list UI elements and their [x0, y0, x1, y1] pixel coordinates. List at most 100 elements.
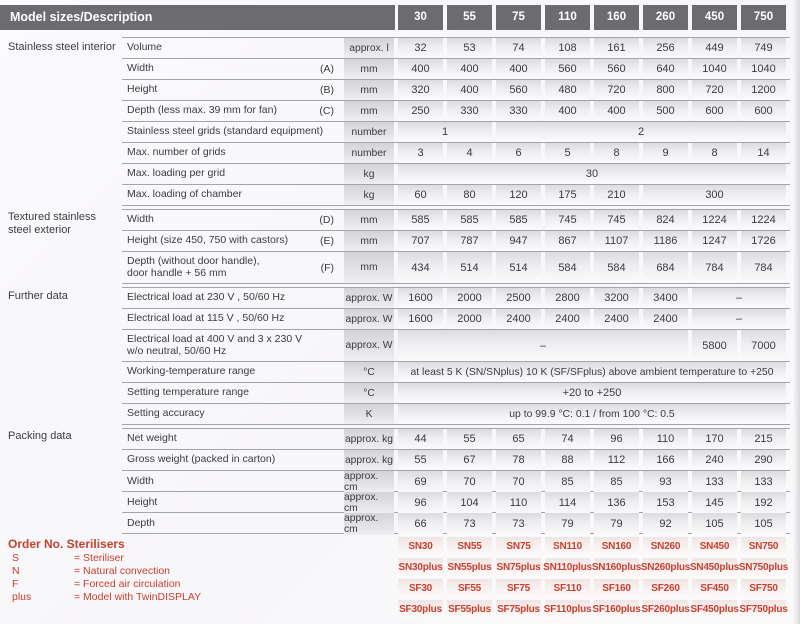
- unit-cell: mm: [344, 59, 394, 79]
- table-row: Width approx. cm 69 70 70 85 85 93 133 133: [122, 471, 790, 493]
- row-label-cell: Electrical load at 400 V and 3 x 230 V w…: [122, 330, 340, 361]
- row-label: Net weight: [127, 432, 177, 445]
- unit-cell: °C: [344, 383, 394, 403]
- value-cell: +20 to +250: [398, 383, 786, 403]
- value-cell: 300: [643, 185, 786, 205]
- order-number-cell: SN160plus: [592, 558, 641, 577]
- value-cell: 947: [496, 231, 541, 251]
- unit-cell: approx. kg: [344, 429, 394, 449]
- value-cell: 96: [398, 492, 443, 514]
- model-column-header: 750: [741, 5, 786, 30]
- value-cell: 400: [447, 59, 492, 79]
- row-label-cell: Volume: [122, 38, 340, 58]
- value-cell: 400: [496, 59, 541, 79]
- order-number-cell: SN30plus: [398, 558, 443, 577]
- value-cell: 8: [692, 143, 737, 163]
- order-number-cell: SF160: [594, 579, 639, 598]
- row-label-cell: Electrical load at 115 V , 50/60 Hz: [122, 309, 340, 329]
- model-column-header: 450: [692, 5, 737, 30]
- value-cell: 74: [545, 429, 590, 449]
- row-label: Setting temperature range: [127, 386, 249, 399]
- row-label: Height: [127, 83, 158, 96]
- table-row: Electrical load at 230 V , 50/60 Hz appro…: [122, 288, 790, 309]
- unit-cell: approx. W: [344, 288, 394, 308]
- order-number-cell: SF55: [447, 579, 492, 598]
- value-cell: 175: [545, 185, 590, 205]
- value-cell: 560: [496, 80, 541, 100]
- value-cell: 114: [545, 492, 590, 514]
- table-row: Max. loading of chamber kg 60 80 120 175 210 30…: [122, 185, 790, 206]
- value-cell: 70: [496, 471, 541, 493]
- row-label: Max. number of grids: [127, 146, 226, 159]
- order-number-cell: SN750plus: [739, 558, 788, 577]
- value-cell: 600: [741, 101, 786, 121]
- order-number-cell: SF260: [643, 579, 688, 598]
- value-cell: up to 99.9 °C: 0.1 / from 100 °C: 0.5: [398, 404, 786, 424]
- section-label: Stainless steel interior: [8, 41, 116, 53]
- model-column-header: 260: [643, 5, 688, 30]
- value-cell: 330: [447, 101, 492, 121]
- table-row: Width (D) mm 585 585 585 745 745 824 1224 1224: [122, 210, 790, 231]
- unit-cell: mm: [344, 101, 394, 121]
- row-label-cell: Working-temperature range: [122, 362, 340, 382]
- unit-cell: mm: [344, 231, 394, 251]
- order-number-cell: SF30: [398, 579, 443, 598]
- value-cell: 500: [643, 101, 688, 121]
- value-cell: 5800: [692, 330, 737, 361]
- value-cell: 2400: [496, 309, 541, 329]
- order-number-cell: SN30: [398, 537, 443, 556]
- value-cell: 2: [496, 122, 786, 142]
- value-cell: 112: [594, 450, 639, 470]
- legend-desc: = Forced air circulation: [74, 578, 181, 590]
- model-column-header: 30: [398, 5, 443, 30]
- order-number-cell: SF750plus: [739, 600, 788, 619]
- order-legend: S = Steriliser N = Natural convection F = For…: [12, 552, 201, 604]
- value-cell: 104: [447, 492, 492, 514]
- value-cell: 585: [447, 210, 492, 230]
- legend-line: plus = Model with TwinDISPLAY: [12, 591, 201, 604]
- value-cell: 215: [741, 429, 786, 449]
- row-label: Max. loading per grid: [127, 167, 226, 180]
- value-cell: 1726: [741, 231, 786, 251]
- unit-cell: approx. cm: [344, 513, 394, 535]
- legend-key: S: [12, 552, 20, 564]
- value-cell: 170: [692, 429, 737, 449]
- value-cell: 85: [594, 471, 639, 493]
- unit-cell: approx. l: [344, 38, 394, 58]
- row-label-cell: Net weight: [122, 429, 340, 449]
- row-label-cell: Max. loading per grid: [122, 164, 340, 184]
- dimension-letter: (A): [320, 63, 334, 75]
- order-number-cell: SN75plus: [496, 558, 541, 577]
- value-cell: 824: [643, 210, 688, 230]
- value-cell: 73: [447, 513, 492, 535]
- value-cell: 560: [594, 59, 639, 79]
- section-label: Packing data: [8, 430, 72, 442]
- value-cell: 256: [643, 38, 688, 58]
- order-number-cell: SN260: [643, 537, 688, 556]
- row-label-cell: Electrical load at 230 V , 50/60 Hz: [122, 288, 340, 308]
- value-cell: 88: [545, 450, 590, 470]
- row-label: Volume: [127, 41, 163, 54]
- model-column-header: 160: [594, 5, 639, 30]
- value-cell: 784: [692, 252, 737, 283]
- table-row: Height (B) mm 320 400 560 480 720 800 720 1200: [122, 80, 790, 101]
- value-cell: 120: [496, 185, 541, 205]
- value-cell: 434: [398, 252, 443, 283]
- legend-line: S = Steriliser: [12, 552, 201, 565]
- value-cell: 70: [447, 471, 492, 493]
- order-number-cell: SN75: [496, 537, 541, 556]
- value-cell: 745: [594, 210, 639, 230]
- table-row: Gross weight (packed in carton) approx. k…: [122, 450, 790, 471]
- row-label-cell: Stainless steel grids (standard equipmen…: [122, 122, 340, 142]
- value-cell: 1186: [643, 231, 688, 251]
- value-cell: 1107: [594, 231, 639, 251]
- value-cell: 585: [496, 210, 541, 230]
- table-title-bar: Model sizes/Description: [0, 5, 395, 30]
- value-cell: 3400: [643, 288, 688, 308]
- value-cell: 600: [692, 101, 737, 121]
- value-cell: 867: [545, 231, 590, 251]
- value-cell: –: [398, 330, 688, 361]
- value-cell: 60: [398, 185, 443, 205]
- value-cell: 2400: [643, 309, 688, 329]
